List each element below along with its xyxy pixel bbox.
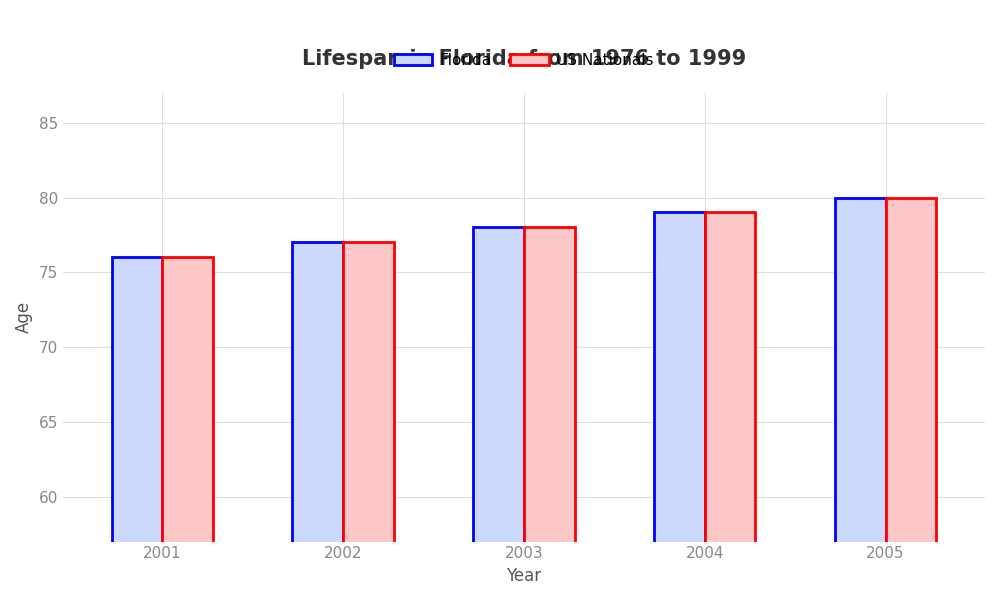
Bar [112, 257, 162, 600]
Bar [524, 227, 575, 600]
Y-axis label: Age: Age [15, 301, 33, 333]
Bar [343, 242, 394, 600]
Bar [886, 197, 936, 600]
Bar [654, 212, 705, 600]
Legend: Florida, US Nationals: Florida, US Nationals [388, 47, 660, 74]
Bar [835, 197, 886, 600]
Title: Lifespan in Florida from 1976 to 1999: Lifespan in Florida from 1976 to 1999 [302, 49, 746, 69]
Bar [162, 257, 213, 600]
Bar [292, 242, 343, 600]
Bar [473, 227, 524, 600]
Bar [705, 212, 755, 600]
X-axis label: Year: Year [506, 567, 541, 585]
